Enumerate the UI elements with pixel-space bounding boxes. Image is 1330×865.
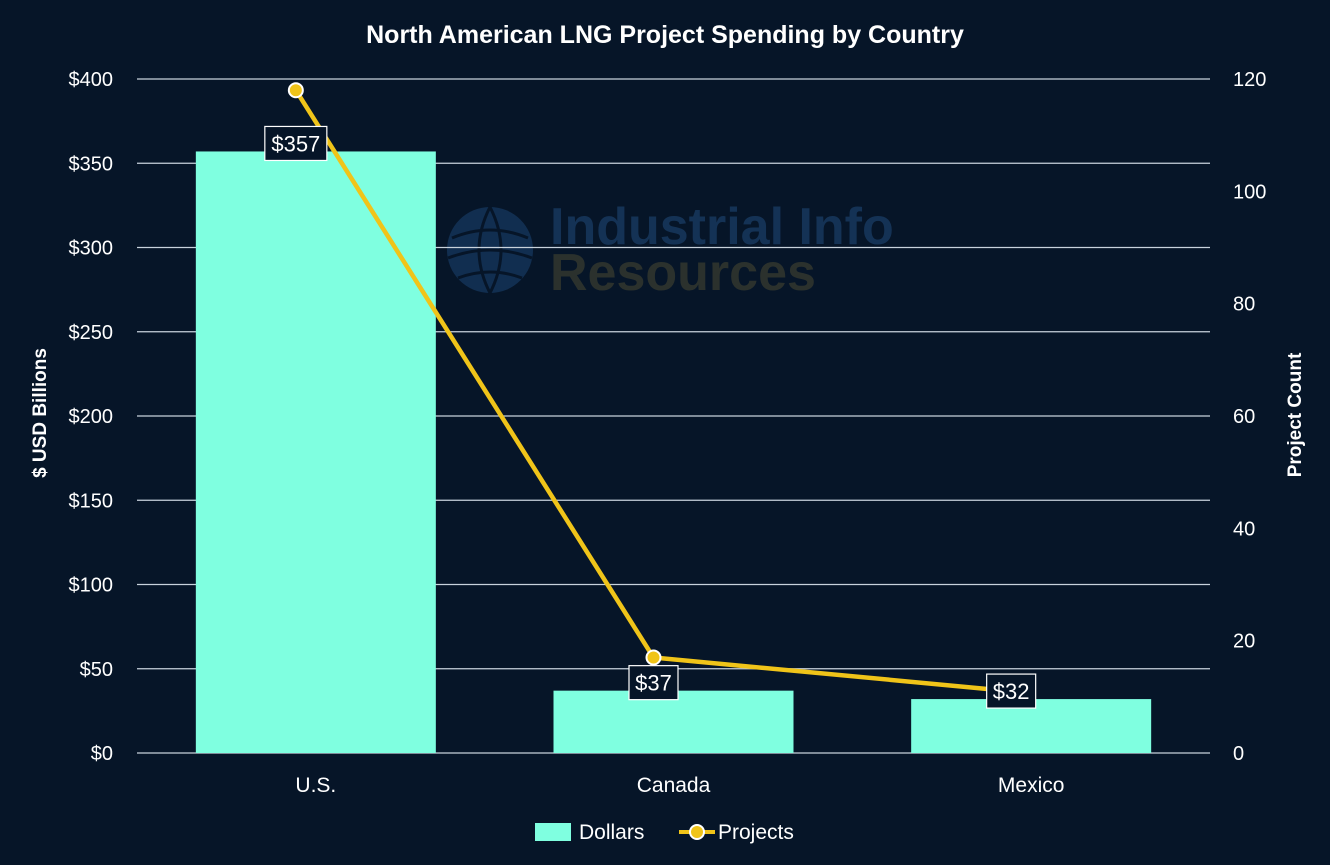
x-tick-label: U.S. xyxy=(295,774,336,797)
y-tick-label: $0 xyxy=(91,743,113,765)
bar-canada xyxy=(553,690,794,753)
bar-us xyxy=(195,151,436,753)
data-label-box xyxy=(986,673,1037,709)
y2-tick-label: 0 xyxy=(1233,743,1244,765)
watermark-logo: Industrial Info Resources xyxy=(447,198,894,302)
y2-tick-label: 100 xyxy=(1233,181,1266,203)
globe-grid-lines xyxy=(447,206,533,294)
y2-tick-label: 120 xyxy=(1233,69,1266,91)
projects-point xyxy=(287,82,304,99)
y2-tick-label: 20 xyxy=(1233,631,1255,653)
x-tick-label: Mexico xyxy=(998,774,1065,797)
y-tick-label: $250 xyxy=(69,322,114,344)
y2-tick-label: 60 xyxy=(1233,406,1255,428)
y-tick-label: $100 xyxy=(69,575,114,597)
data-label-box xyxy=(628,665,679,701)
legend-marker-projects xyxy=(689,824,705,840)
y-tick-label: $50 xyxy=(80,659,113,681)
y-tick-label: $300 xyxy=(69,238,114,260)
legend: Dollars Projects xyxy=(535,821,794,844)
legend-swatch-dollars xyxy=(535,823,571,841)
y2-tick-label: 40 xyxy=(1233,518,1255,540)
y-axis-label: $ USD Billions xyxy=(30,348,51,478)
y-tick-label: $150 xyxy=(69,490,114,512)
data-labels: $357 $37 $32 xyxy=(264,125,1037,709)
y2-tick-label: 80 xyxy=(1233,294,1255,316)
projects-point xyxy=(645,649,662,666)
legend-label-projects: Projects xyxy=(718,821,794,844)
y-tick-label: $400 xyxy=(69,69,114,91)
legend-label-dollars: Dollars xyxy=(579,821,644,844)
y-tick-label: $350 xyxy=(69,153,114,175)
y-tick-label: $200 xyxy=(69,406,114,428)
globe-icon xyxy=(447,207,533,293)
x-tick-label: Canada xyxy=(637,774,711,797)
watermark-line2: Resources xyxy=(550,244,816,302)
data-label: $37 xyxy=(635,671,672,696)
data-label: $32 xyxy=(993,679,1030,704)
data-label: $357 xyxy=(271,131,320,156)
chart-title: North American LNG Project Spending by C… xyxy=(366,21,964,49)
data-label-box xyxy=(264,125,328,162)
watermark-line1: Industrial Info xyxy=(550,198,894,256)
axes: $0 $50 $100 $150 $200 $250 $300 $350 $400 0 20 40 60… xyxy=(69,69,1267,797)
y2-axis-label: Project Count xyxy=(1285,352,1306,477)
